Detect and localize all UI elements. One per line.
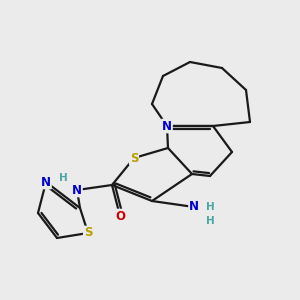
Text: O: O: [115, 209, 125, 223]
Text: N: N: [72, 184, 82, 196]
Text: H: H: [206, 216, 214, 226]
Text: H: H: [206, 202, 214, 212]
Text: H: H: [58, 173, 68, 183]
Text: N: N: [41, 176, 51, 188]
Text: S: S: [130, 152, 138, 164]
Text: N: N: [162, 119, 172, 133]
Text: N: N: [189, 200, 199, 214]
Text: S: S: [84, 226, 92, 239]
